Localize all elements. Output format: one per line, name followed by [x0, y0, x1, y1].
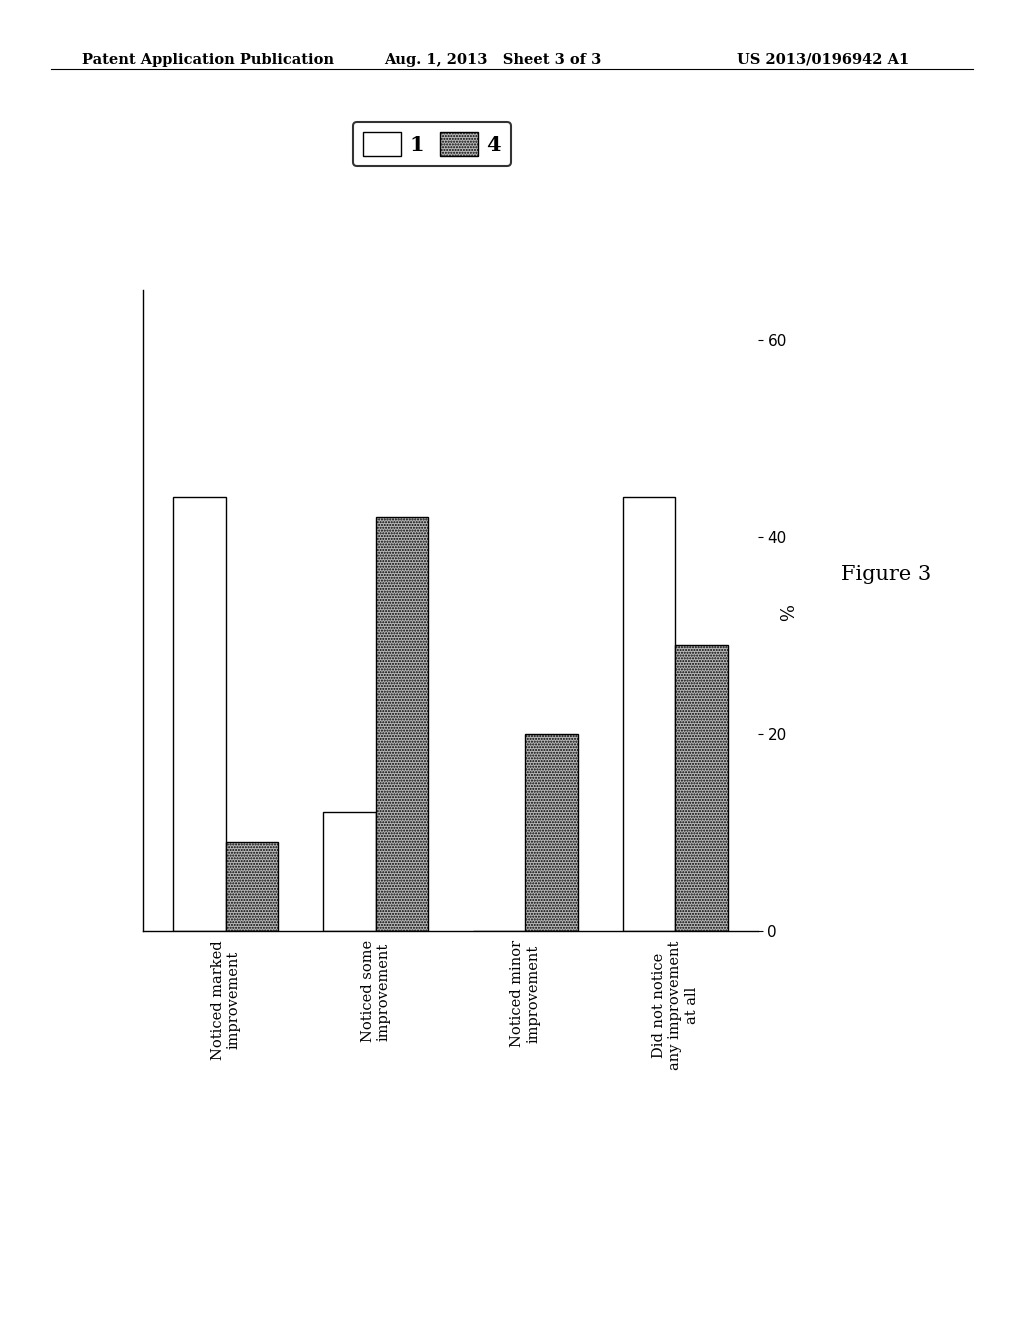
- Bar: [324, 812, 376, 931]
- Legend: 1, 4: 1, 4: [353, 121, 511, 166]
- Bar: [525, 734, 578, 931]
- Text: Figure 3: Figure 3: [841, 565, 931, 583]
- Bar: [676, 645, 728, 931]
- Text: Patent Application Publication: Patent Application Publication: [82, 53, 334, 67]
- Bar: [225, 842, 279, 931]
- Text: US 2013/0196942 A1: US 2013/0196942 A1: [737, 53, 909, 67]
- Bar: [376, 517, 428, 931]
- Bar: [173, 498, 225, 931]
- Bar: [623, 498, 676, 931]
- Text: Aug. 1, 2013   Sheet 3 of 3: Aug. 1, 2013 Sheet 3 of 3: [384, 53, 601, 67]
- Text: %: %: [774, 606, 793, 622]
